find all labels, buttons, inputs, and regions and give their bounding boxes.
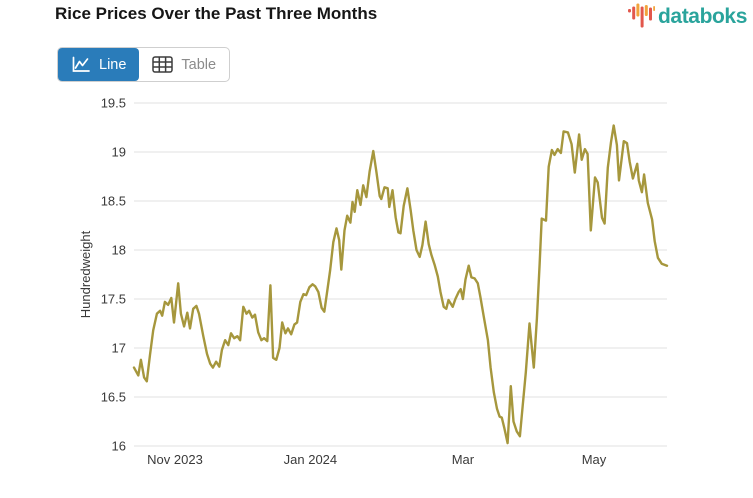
price-line-series: [132, 124, 669, 445]
chart-view-toggle: Line Table: [57, 47, 231, 82]
line-chart-icon: [71, 56, 91, 73]
y-tick-label: 17: [112, 341, 126, 356]
bar-pulse-icon: [628, 3, 655, 30]
y-tick-label: 17.5: [101, 292, 126, 307]
y-tick-label: 16.5: [101, 390, 126, 405]
databoks-logo[interactable]: databoks: [628, 3, 747, 30]
y-tick-label: 19: [112, 145, 126, 160]
x-tick-label: Mar: [452, 452, 475, 467]
y-tick-label: 16: [112, 439, 126, 454]
x-tick-label: Jan 2024: [284, 452, 338, 467]
table-grid-icon: [152, 56, 174, 73]
line-view-label: Line: [99, 56, 127, 73]
table-view-button[interactable]: Table: [139, 48, 229, 81]
y-tick-label: 19.5: [101, 96, 126, 111]
y-tick-label: 18.5: [101, 194, 126, 209]
logo-wordmark: databoks: [658, 4, 747, 28]
table-view-label: Table: [181, 56, 217, 73]
y-tick-label: 18: [112, 243, 126, 258]
x-tick-label: May: [582, 452, 607, 467]
line-view-button[interactable]: Line: [58, 48, 140, 81]
y-axis-title: Hundredweight: [78, 230, 93, 318]
page-title: Rice Prices Over the Past Three Months: [55, 4, 378, 23]
x-tick-label: Nov 2023: [147, 452, 203, 467]
